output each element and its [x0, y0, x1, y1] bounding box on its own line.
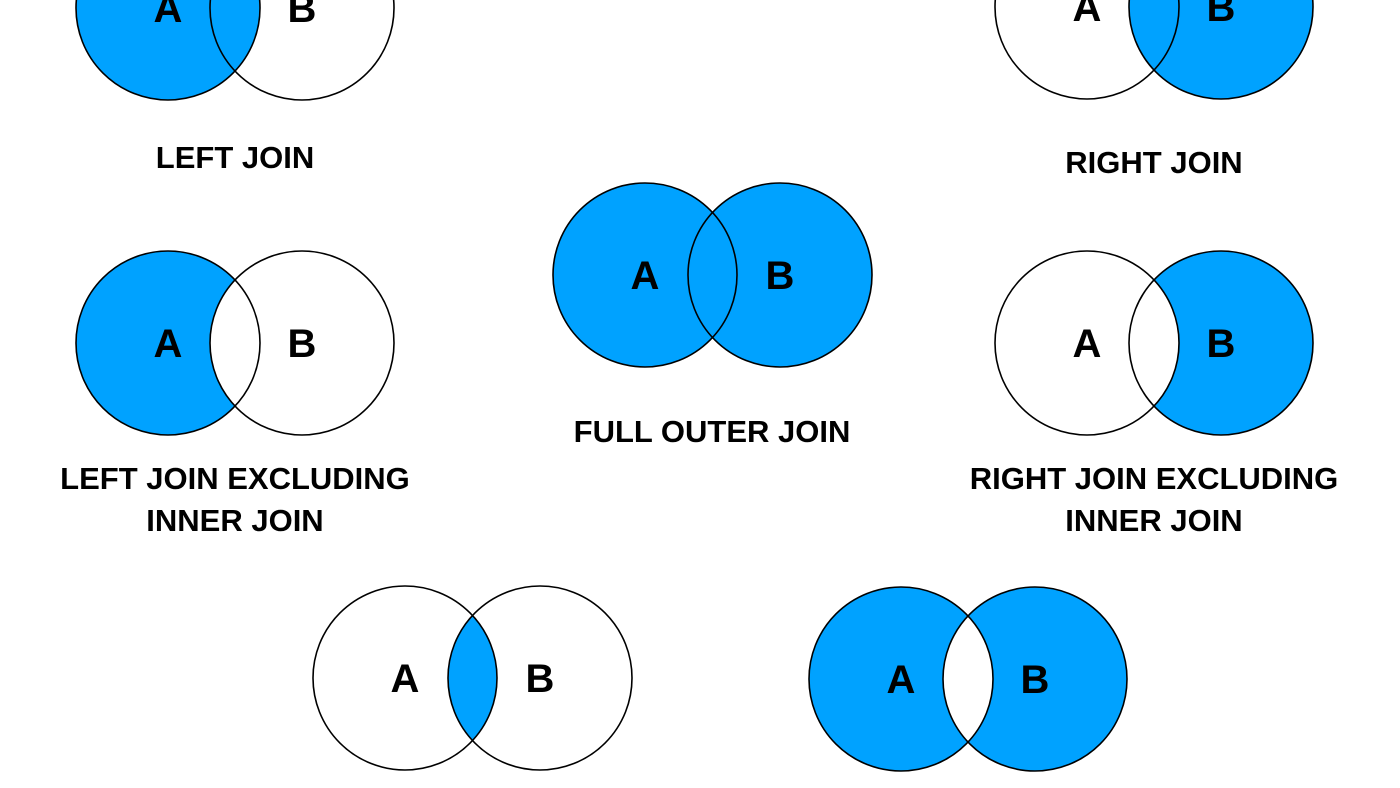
- region-a-only: [809, 587, 993, 771]
- label-a: A: [391, 657, 420, 701]
- label-a: A: [154, 0, 183, 31]
- venn-right-join-excluding-inner-join: A B RIGHT JOIN EXCLUDING INNER JOIN: [970, 250, 1339, 538]
- caption-line: INNER JOIN: [146, 503, 323, 538]
- caption-line: RIGHT JOIN: [1065, 145, 1242, 180]
- circle-b: [942, 586, 1128, 772]
- caption-line: LEFT JOIN EXCLUDING: [60, 461, 410, 496]
- label-b: B: [526, 657, 555, 701]
- circle-b: [209, 0, 395, 101]
- circle-b: [1128, 0, 1314, 100]
- circle-a: [552, 182, 738, 368]
- circle-a: [808, 586, 994, 772]
- venn-full-outer-join: A B FULL OUTER JOIN: [552, 182, 873, 449]
- caption-line: INNER JOIN: [1065, 503, 1242, 538]
- label-b: B: [288, 0, 317, 31]
- label-b: B: [1207, 0, 1236, 30]
- label-a: A: [631, 254, 660, 298]
- region-a-only: [553, 183, 737, 367]
- label-a: A: [1073, 0, 1102, 30]
- caption-line: LEFT JOIN: [156, 140, 314, 175]
- circle-b: [687, 182, 873, 368]
- venn-left-join-excluding-inner-join: A B LEFT JOIN EXCLUDING INNER JOIN: [60, 250, 410, 538]
- caption-line: RIGHT JOIN EXCLUDING: [970, 461, 1339, 496]
- circle-a: [312, 585, 498, 771]
- circle-b: [209, 250, 395, 436]
- label-b: B: [1021, 658, 1050, 702]
- label-a: A: [1073, 322, 1102, 366]
- label-a: A: [887, 658, 916, 702]
- circle-b: [1128, 250, 1314, 436]
- circle-a: [994, 0, 1180, 100]
- circle-a: [994, 250, 1180, 436]
- region-b-only: [1129, 251, 1313, 435]
- label-a: A: [154, 322, 183, 366]
- label-b: B: [288, 322, 317, 366]
- region-a-only: [76, 251, 260, 435]
- circle-b: [447, 585, 633, 771]
- circle-a: [75, 0, 261, 101]
- venn-left-join: A B LEFT JOIN: [75, 0, 395, 175]
- venn-right-join: A B RIGHT JOIN: [994, 0, 1314, 180]
- label-b: B: [1207, 322, 1236, 366]
- caption-line: FULL OUTER JOIN: [574, 414, 851, 449]
- label-b: B: [766, 254, 795, 298]
- region-b-only: [943, 587, 1127, 771]
- circle-a: [75, 250, 261, 436]
- region-b-only: [688, 183, 872, 367]
